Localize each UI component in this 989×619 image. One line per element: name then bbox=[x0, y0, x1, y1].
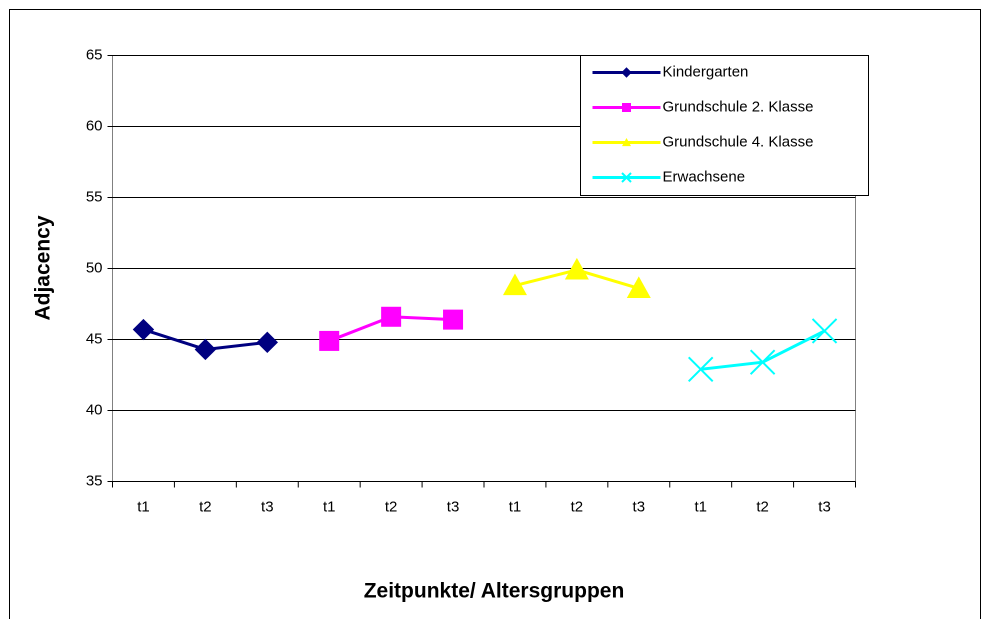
legend-label: Grundschule 4. Klasse bbox=[663, 133, 814, 150]
y-tick-label: 50 bbox=[86, 259, 103, 276]
x-tick-label: t1 bbox=[694, 498, 707, 515]
marker bbox=[443, 309, 464, 330]
marker bbox=[626, 276, 651, 298]
marker bbox=[811, 318, 838, 344]
x-tick-label: t3 bbox=[633, 498, 646, 515]
marker bbox=[319, 330, 340, 351]
marker bbox=[502, 273, 527, 296]
marker bbox=[622, 138, 631, 147]
marker bbox=[194, 338, 217, 361]
x-tick-label: t3 bbox=[818, 498, 831, 515]
y-tick-label: 45 bbox=[86, 330, 103, 347]
x-tick-label: t1 bbox=[137, 498, 150, 515]
marker bbox=[688, 356, 714, 383]
x-tick-label: t2 bbox=[199, 498, 212, 515]
y-tick-label: 60 bbox=[86, 117, 103, 134]
legend-label: Grundschule 2. Klasse bbox=[663, 98, 814, 115]
y-tick-label: 55 bbox=[86, 188, 103, 205]
legend-label: Erwachsene bbox=[663, 168, 746, 185]
y-axis-label: Adjacency bbox=[32, 215, 55, 320]
marker bbox=[256, 331, 278, 354]
x-tick-label: t3 bbox=[261, 498, 274, 515]
y-tick-label: 65 bbox=[86, 46, 103, 63]
legend: Kindergarten Grundschule 2. Klasse Grundsc… bbox=[580, 55, 869, 196]
x-tick-label: t2 bbox=[385, 498, 398, 515]
marker bbox=[621, 67, 632, 78]
legend-label: Kindergarten bbox=[663, 63, 749, 80]
x-tick-label: t2 bbox=[756, 498, 769, 515]
marker bbox=[381, 306, 402, 327]
marker bbox=[132, 318, 155, 341]
marker bbox=[749, 349, 776, 375]
x-tick-label: t3 bbox=[447, 498, 460, 515]
marker bbox=[621, 172, 632, 183]
legend-box bbox=[580, 55, 869, 196]
y-tick-label: 40 bbox=[86, 401, 103, 418]
x-tick-label: t1 bbox=[323, 498, 336, 515]
marker bbox=[564, 257, 589, 280]
x-tick-label: t2 bbox=[571, 498, 584, 515]
x-axis-label: Zeitpunkte/ Altersgruppen bbox=[364, 580, 625, 603]
y-tick-label: 35 bbox=[86, 472, 103, 489]
marker bbox=[622, 103, 631, 112]
x-tick-label: t1 bbox=[509, 498, 522, 515]
